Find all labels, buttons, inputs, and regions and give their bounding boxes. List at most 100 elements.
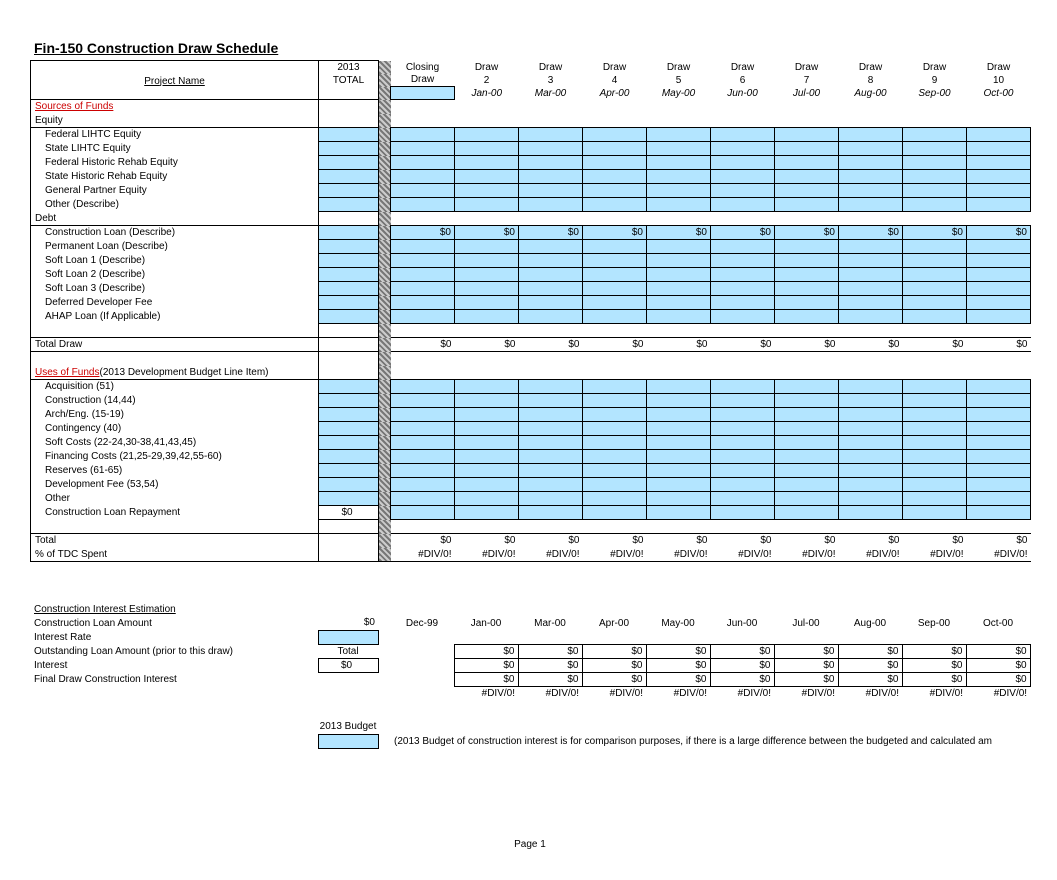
equity-draw-cell[interactable] bbox=[711, 128, 775, 142]
uses-total-cell[interactable] bbox=[319, 408, 379, 422]
debt-draw-cell[interactable] bbox=[967, 240, 1031, 254]
uses-draw-cell[interactable] bbox=[391, 380, 455, 394]
debt-draw-cell[interactable] bbox=[647, 268, 711, 282]
clr-draw-cell[interactable] bbox=[775, 506, 839, 520]
debt-draw-cell[interactable] bbox=[391, 240, 455, 254]
debt-draw-cell[interactable] bbox=[455, 268, 519, 282]
debt-draw-cell[interactable] bbox=[967, 282, 1031, 296]
debt-draw-cell[interactable] bbox=[391, 310, 455, 324]
uses-draw-cell[interactable] bbox=[647, 464, 711, 478]
rate-input-cell[interactable] bbox=[318, 630, 378, 644]
equity-draw-cell[interactable] bbox=[711, 170, 775, 184]
debt-draw-cell[interactable] bbox=[647, 296, 711, 310]
equity-draw-cell[interactable] bbox=[647, 156, 711, 170]
equity-draw-cell[interactable] bbox=[775, 142, 839, 156]
debt-draw-cell[interactable] bbox=[583, 296, 647, 310]
uses-draw-cell[interactable] bbox=[647, 380, 711, 394]
equity-draw-cell[interactable] bbox=[775, 184, 839, 198]
equity-total-cell[interactable] bbox=[319, 156, 379, 170]
clr-draw-cell[interactable] bbox=[967, 506, 1031, 520]
debt-draw-cell[interactable] bbox=[391, 296, 455, 310]
debt-draw-cell[interactable] bbox=[967, 296, 1031, 310]
uses-draw-cell[interactable] bbox=[967, 436, 1031, 450]
uses-draw-cell[interactable] bbox=[839, 380, 903, 394]
uses-total-cell[interactable] bbox=[319, 422, 379, 436]
equity-draw-cell[interactable] bbox=[967, 128, 1031, 142]
debt-draw-cell[interactable] bbox=[903, 296, 967, 310]
debt-draw-cell[interactable] bbox=[711, 296, 775, 310]
uses-draw-cell[interactable] bbox=[519, 422, 583, 436]
uses-total-cell[interactable] bbox=[319, 464, 379, 478]
equity-total-cell[interactable] bbox=[319, 170, 379, 184]
debt-total-cell[interactable] bbox=[319, 268, 379, 282]
equity-draw-cell[interactable] bbox=[839, 198, 903, 212]
debt-total-cell[interactable] bbox=[319, 240, 379, 254]
equity-draw-cell[interactable] bbox=[519, 142, 583, 156]
uses-draw-cell[interactable] bbox=[455, 394, 519, 408]
debt-draw-cell[interactable] bbox=[583, 240, 647, 254]
uses-draw-cell[interactable] bbox=[711, 492, 775, 506]
equity-draw-cell[interactable] bbox=[583, 156, 647, 170]
uses-draw-cell[interactable] bbox=[775, 478, 839, 492]
uses-draw-cell[interactable] bbox=[647, 408, 711, 422]
equity-draw-cell[interactable] bbox=[519, 156, 583, 170]
debt-draw-cell[interactable] bbox=[839, 268, 903, 282]
equity-draw-cell[interactable] bbox=[711, 184, 775, 198]
debt-draw-cell[interactable] bbox=[583, 282, 647, 296]
equity-draw-cell[interactable] bbox=[647, 142, 711, 156]
uses-total-cell[interactable] bbox=[319, 394, 379, 408]
uses-draw-cell[interactable] bbox=[839, 394, 903, 408]
debt-total-cell[interactable] bbox=[319, 226, 379, 240]
uses-draw-cell[interactable] bbox=[775, 380, 839, 394]
debt-draw-cell[interactable] bbox=[839, 240, 903, 254]
closing-draw-input[interactable] bbox=[391, 87, 455, 100]
uses-draw-cell[interactable] bbox=[903, 380, 967, 394]
debt-draw-cell[interactable] bbox=[903, 282, 967, 296]
uses-draw-cell[interactable] bbox=[647, 422, 711, 436]
uses-draw-cell[interactable] bbox=[775, 436, 839, 450]
debt-draw-cell[interactable] bbox=[775, 268, 839, 282]
equity-draw-cell[interactable] bbox=[903, 142, 967, 156]
uses-draw-cell[interactable] bbox=[839, 422, 903, 436]
equity-draw-cell[interactable] bbox=[455, 128, 519, 142]
uses-draw-cell[interactable] bbox=[391, 450, 455, 464]
uses-draw-cell[interactable] bbox=[903, 450, 967, 464]
uses-draw-cell[interactable] bbox=[647, 436, 711, 450]
debt-draw-cell[interactable]: $0 bbox=[647, 226, 711, 240]
uses-draw-cell[interactable] bbox=[583, 394, 647, 408]
equity-draw-cell[interactable] bbox=[455, 170, 519, 184]
uses-draw-cell[interactable] bbox=[583, 492, 647, 506]
equity-draw-cell[interactable] bbox=[903, 156, 967, 170]
uses-draw-cell[interactable] bbox=[775, 422, 839, 436]
debt-draw-cell[interactable] bbox=[711, 282, 775, 296]
uses-draw-cell[interactable] bbox=[967, 422, 1031, 436]
equity-draw-cell[interactable] bbox=[839, 156, 903, 170]
uses-total-cell[interactable] bbox=[319, 492, 379, 506]
debt-draw-cell[interactable]: $0 bbox=[583, 226, 647, 240]
debt-draw-cell[interactable] bbox=[583, 310, 647, 324]
equity-draw-cell[interactable] bbox=[391, 142, 455, 156]
equity-draw-cell[interactable] bbox=[391, 156, 455, 170]
uses-draw-cell[interactable] bbox=[839, 450, 903, 464]
clr-draw-cell[interactable] bbox=[839, 506, 903, 520]
debt-draw-cell[interactable] bbox=[455, 310, 519, 324]
equity-draw-cell[interactable] bbox=[391, 128, 455, 142]
uses-draw-cell[interactable] bbox=[711, 436, 775, 450]
equity-draw-cell[interactable] bbox=[519, 170, 583, 184]
debt-draw-cell[interactable] bbox=[967, 310, 1031, 324]
uses-draw-cell[interactable] bbox=[711, 422, 775, 436]
uses-draw-cell[interactable] bbox=[583, 380, 647, 394]
equity-draw-cell[interactable] bbox=[583, 184, 647, 198]
debt-draw-cell[interactable]: $0 bbox=[839, 226, 903, 240]
uses-total-cell[interactable] bbox=[319, 450, 379, 464]
uses-draw-cell[interactable] bbox=[455, 436, 519, 450]
uses-draw-cell[interactable] bbox=[967, 478, 1031, 492]
equity-draw-cell[interactable] bbox=[839, 128, 903, 142]
debt-draw-cell[interactable] bbox=[455, 296, 519, 310]
debt-draw-cell[interactable] bbox=[839, 282, 903, 296]
equity-draw-cell[interactable] bbox=[391, 184, 455, 198]
uses-draw-cell[interactable] bbox=[455, 408, 519, 422]
uses-draw-cell[interactable] bbox=[775, 492, 839, 506]
uses-draw-cell[interactable] bbox=[455, 464, 519, 478]
debt-draw-cell[interactable]: $0 bbox=[711, 226, 775, 240]
